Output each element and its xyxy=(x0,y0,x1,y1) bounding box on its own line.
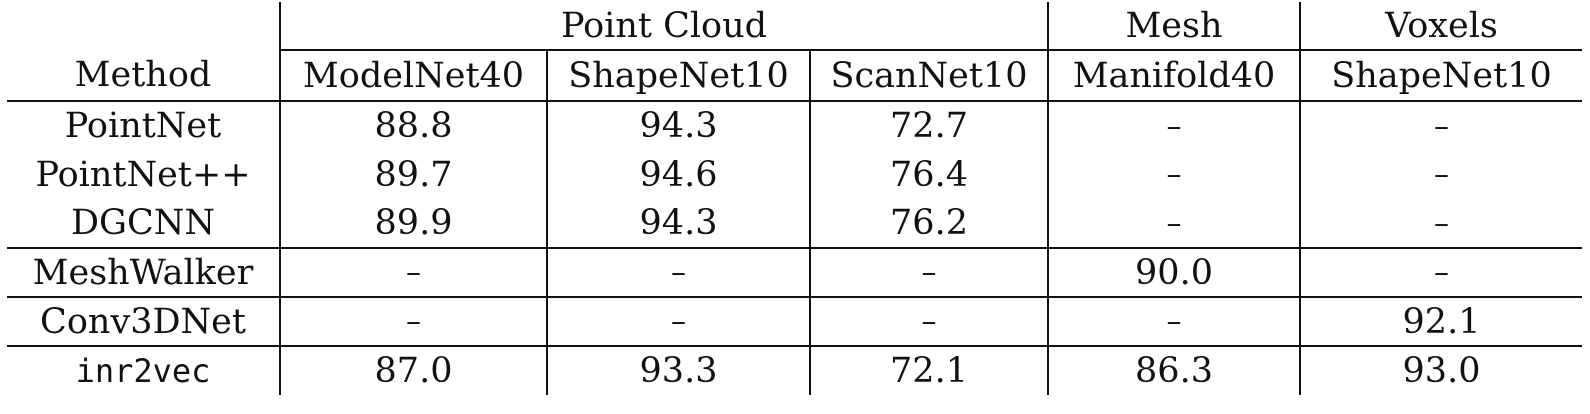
value-cell: 94.6 xyxy=(546,150,810,199)
table-row: PointNet 88.8 94.3 72.7– – xyxy=(7,101,1582,150)
column-header-shapenet10: ShapeNet10 xyxy=(546,50,810,102)
table-body: PointNet 88.8 94.3 72.7– – PointNet++ 89.7 94.6… xyxy=(7,101,1582,395)
value-cell: – xyxy=(1047,150,1300,199)
value-cell: – xyxy=(809,297,1048,347)
value-cell: 92.1 xyxy=(1299,297,1582,347)
value-cell: 93.3 xyxy=(546,346,810,395)
column-header-scannet10: ScanNet10 xyxy=(809,50,1048,102)
value-cell: 76.2 xyxy=(809,199,1048,249)
value-cell: 88.8 xyxy=(279,101,547,150)
table-row: DGCNN 89.9 94.3 76.2– – xyxy=(7,199,1582,249)
value-cell: 72.7 xyxy=(809,101,1048,150)
value-cell: 93.0 xyxy=(1299,346,1582,395)
value-cell: 94.3 xyxy=(546,199,810,249)
table-row: PointNet++ 89.7 94.6 76.4– – xyxy=(7,150,1582,199)
table-row: Conv3DNet – – – –92.1 xyxy=(7,297,1582,347)
value-cell: – xyxy=(1047,297,1300,347)
table-row: inr2vec 87.0 93.3 72.1 86.3 93.0 xyxy=(7,346,1582,395)
value-cell: 87.0 xyxy=(279,346,547,395)
results-table: Point Cloud Mesh Voxels Method ModelNet4… xyxy=(7,2,1582,395)
value-cell: – xyxy=(1047,101,1300,150)
value-cell: 86.3 xyxy=(1047,346,1300,395)
group-header-empty xyxy=(7,2,280,50)
column-header-row: Method ModelNet40 ShapeNet10 ScanNet10 M… xyxy=(7,50,1582,102)
value-cell: – xyxy=(546,248,810,298)
value-cell: – xyxy=(1047,199,1300,249)
column-header-modelnet40: ModelNet40 xyxy=(279,50,547,102)
value-cell: – xyxy=(1299,150,1582,199)
method-cell: inr2vec xyxy=(75,352,211,390)
value-cell: – xyxy=(546,297,810,347)
value-cell: – xyxy=(279,248,547,298)
value-cell: 72.1 xyxy=(809,346,1048,395)
value-cell: – xyxy=(809,248,1048,298)
group-header-voxels: Voxels xyxy=(1299,2,1582,51)
method-cell: PointNet xyxy=(64,106,222,146)
value-cell: – xyxy=(1299,101,1582,150)
value-cell: 89.9 xyxy=(279,199,547,249)
group-header-row: Point Cloud Mesh Voxels xyxy=(7,2,1582,51)
value-cell: 94.3 xyxy=(546,101,810,150)
value-cell: – xyxy=(1299,199,1582,249)
method-cell: DGCNN xyxy=(7,199,280,249)
table-row: MeshWalker – – –90.0– xyxy=(7,248,1582,298)
method-cell: MeshWalker xyxy=(7,248,280,298)
method-cell: PointNet++ xyxy=(35,154,251,195)
value-cell: 89.7 xyxy=(279,150,547,199)
value-cell: 90.0 xyxy=(1047,248,1300,298)
value-cell: 76.4 xyxy=(809,150,1048,199)
value-cell: – xyxy=(279,297,547,347)
value-cell: – xyxy=(1299,248,1582,298)
group-header-mesh: Mesh xyxy=(1047,2,1300,51)
column-header-method: Method xyxy=(7,50,280,102)
column-header-shapenet10-voxels: ShapeNet10 xyxy=(1299,50,1582,102)
column-header-manifold40: Manifold40 xyxy=(1047,50,1300,102)
method-cell: Conv3DNet xyxy=(7,297,280,347)
group-header-point-cloud: Point Cloud xyxy=(279,2,1048,51)
